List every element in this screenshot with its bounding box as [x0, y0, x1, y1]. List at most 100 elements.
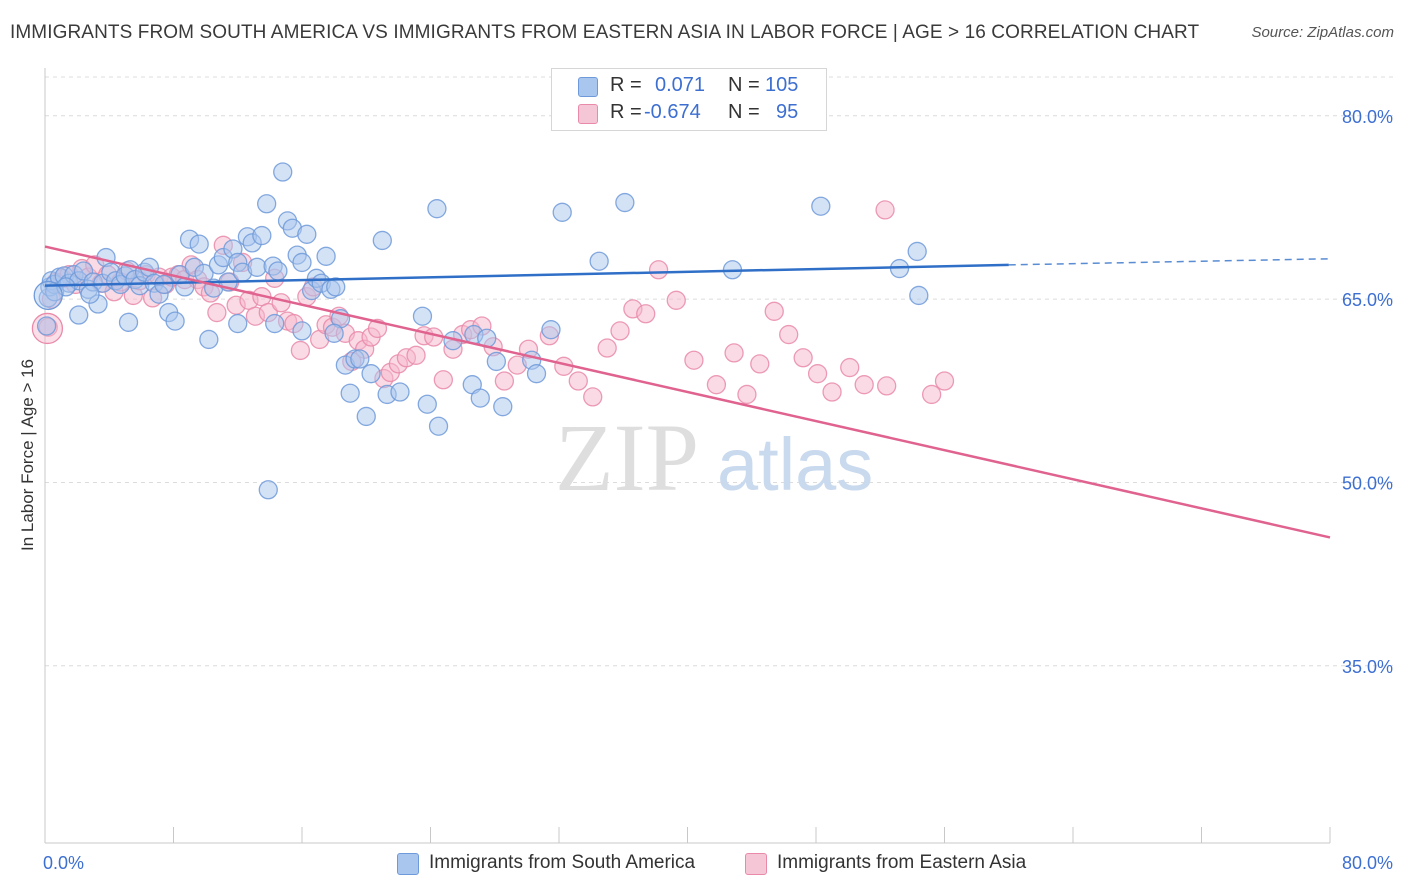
point-south-america — [552, 202, 572, 222]
chart-title: IMMIGRANTS FROM SOUTH AMERICA VS IMMIGRA… — [10, 22, 1200, 43]
stats-legend: R = 0.071 N = 105 R = -0.674 N = 95 — [551, 68, 827, 131]
legend-label-south-america: Immigrants from South America — [429, 852, 696, 873]
legend-n-label: N = — [728, 101, 760, 123]
trendline-eastern-asia — [44, 245, 1331, 539]
point-south-america — [470, 388, 490, 408]
point-south-america — [273, 162, 293, 182]
watermark-atlas: atlas — [717, 423, 873, 506]
point-south-america — [69, 305, 89, 325]
y-tick-label: 50.0% — [1342, 473, 1393, 493]
point-south-america — [486, 351, 507, 372]
point-eastern-asia — [807, 364, 828, 384]
point-eastern-asia — [737, 384, 757, 405]
point-south-america — [811, 196, 831, 216]
legend-n-value: 95 — [776, 101, 799, 123]
legend-swatch-pink — [578, 104, 598, 124]
y-tick-label: 65.0% — [1342, 290, 1393, 310]
point-south-america — [297, 224, 317, 244]
point-south-america — [427, 199, 447, 219]
point-south-america — [372, 230, 392, 251]
legend-r-label: R = — [610, 74, 642, 96]
point-south-america — [340, 383, 360, 403]
point-eastern-asia — [922, 384, 942, 405]
point-eastern-asia — [271, 293, 291, 313]
point-south-america — [257, 194, 277, 214]
point-south-america — [493, 397, 513, 417]
point-eastern-asia — [793, 348, 813, 368]
point-eastern-asia — [290, 340, 311, 361]
point-south-america — [189, 234, 209, 254]
point-south-america — [139, 257, 160, 277]
axes — [44, 68, 1331, 844]
point-south-america — [615, 192, 635, 213]
point-eastern-asia — [583, 387, 603, 407]
point-eastern-asia — [207, 302, 227, 323]
point-south-america — [165, 311, 185, 331]
legend-label-eastern-asia: Immigrants from Eastern Asia — [777, 852, 1027, 873]
point-eastern-asia — [840, 357, 860, 378]
point-eastern-asia — [648, 260, 669, 280]
point-south-america — [589, 251, 609, 271]
legend-swatch-blue — [578, 77, 598, 97]
point-south-america — [33, 280, 63, 311]
point-eastern-asia — [666, 290, 686, 310]
point-south-america — [292, 252, 312, 273]
point-south-america — [36, 316, 57, 336]
point-eastern-asia — [764, 301, 784, 321]
point-south-america — [252, 225, 272, 246]
point-eastern-asia — [433, 370, 454, 390]
source-label: Source: ZipAtlas.com — [1251, 24, 1394, 41]
point-south-america — [350, 349, 370, 369]
tick-labels: 80.0% 65.0% 50.0% 35.0% 0.0% 80.0% — [43, 107, 1393, 873]
watermark-zip: ZIP — [555, 404, 699, 511]
point-south-america — [412, 306, 433, 326]
trendlines — [44, 245, 1331, 539]
point-south-america — [356, 406, 376, 427]
point-south-america — [390, 382, 410, 402]
legend-swatch-blue — [397, 853, 419, 875]
point-south-america — [541, 320, 561, 340]
gridlines — [45, 76, 1395, 667]
point-eastern-asia — [597, 338, 617, 358]
y-tick-label: 35.0% — [1342, 657, 1393, 677]
point-south-america — [258, 480, 278, 500]
trendline-south-america-extension — [1008, 258, 1331, 266]
legend-r-label: R = — [610, 101, 642, 123]
legend-n-label: N = — [728, 74, 760, 96]
series-legend: Immigrants from South America Immigrants… — [0, 852, 1406, 878]
point-eastern-asia — [684, 350, 704, 370]
point-south-america — [417, 394, 437, 414]
point-eastern-asia — [854, 375, 874, 395]
point-eastern-asia — [636, 304, 656, 324]
point-eastern-asia — [406, 345, 426, 365]
point-south-america — [324, 323, 344, 343]
point-south-america — [247, 257, 267, 277]
point-south-america — [326, 277, 346, 297]
point-eastern-asia — [706, 375, 727, 395]
point-eastern-asia — [822, 382, 842, 402]
x-tick-label-min: 0.0% — [43, 853, 84, 873]
x-tick-label-max: 80.0% — [1342, 853, 1393, 873]
point-eastern-asia — [750, 354, 770, 374]
legend-swatch-pink — [745, 853, 767, 875]
series-south-america — [33, 162, 929, 500]
point-eastern-asia — [877, 376, 897, 396]
point-eastern-asia — [610, 321, 630, 341]
point-south-america — [268, 261, 288, 281]
point-south-america — [265, 313, 285, 334]
point-south-america — [526, 364, 547, 384]
point-eastern-asia — [494, 371, 515, 391]
legend-r-value: -0.674 — [644, 101, 701, 123]
y-tick-label: 80.0% — [1342, 107, 1393, 127]
point-south-america — [907, 241, 927, 262]
point-eastern-asia — [568, 371, 588, 391]
point-eastern-asia — [934, 371, 955, 391]
legend-row-south-america: R = 0.071 N = 105 — [552, 74, 826, 100]
watermark: ZIP atlas — [555, 404, 873, 511]
point-south-america — [909, 285, 929, 306]
point-south-america — [80, 284, 100, 304]
point-south-america — [428, 416, 449, 436]
legend-n-value: 105 — [765, 74, 799, 96]
point-south-america — [199, 329, 219, 350]
legend-r-value: 0.071 — [655, 74, 706, 96]
